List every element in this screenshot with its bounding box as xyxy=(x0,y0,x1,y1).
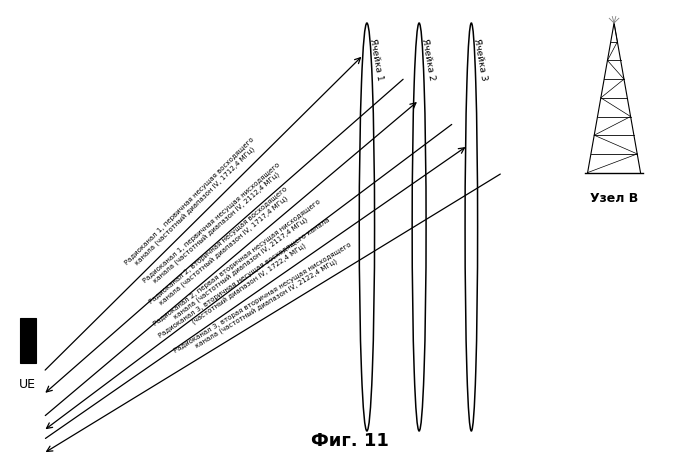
Text: Радиоканал 2, первая вторичная несущая нисходящего
канала (частотный диапазон IV: Радиоканал 2, первая вторичная несущая н… xyxy=(152,198,326,333)
Text: Радиоканал 3, вторая вторичная несущая нисходящего
канала (частотный диапазон IV: Радиоканал 3, вторая вторичная несущая н… xyxy=(173,241,357,360)
Text: Радиоканал 2, вторичная несущая восходящего
канала (частотный диапазон IV, 1717,: Радиоканал 2, вторичная несущая восходящ… xyxy=(149,185,294,310)
Text: Фиг. 11: Фиг. 11 xyxy=(310,431,389,449)
Text: Радиоканал 1, первичная несущая восходящего
канала (частотный диапазон IV, 1712,: Радиоканал 1, первичная несущая восходящ… xyxy=(124,136,261,271)
Text: Ячейка 2: Ячейка 2 xyxy=(420,38,436,81)
Text: Радиоканал 3, вторичная несущая восходящего канала
(частотный диапазон IV, 1722,: Радиоканал 3, вторичная несущая восходящ… xyxy=(158,216,336,345)
Text: Радиоканал 1, первичная несущая нисходящего
канала (частотный диапазон IV, 2112,: Радиоканал 1, первичная несущая нисходящ… xyxy=(142,161,287,289)
Text: Узел В: Узел В xyxy=(590,191,638,204)
Text: Ячейка 1: Ячейка 1 xyxy=(368,38,384,81)
Text: Ячейка 3: Ячейка 3 xyxy=(473,38,489,81)
Text: UE: UE xyxy=(20,377,36,389)
Bar xyxy=(20,318,36,363)
